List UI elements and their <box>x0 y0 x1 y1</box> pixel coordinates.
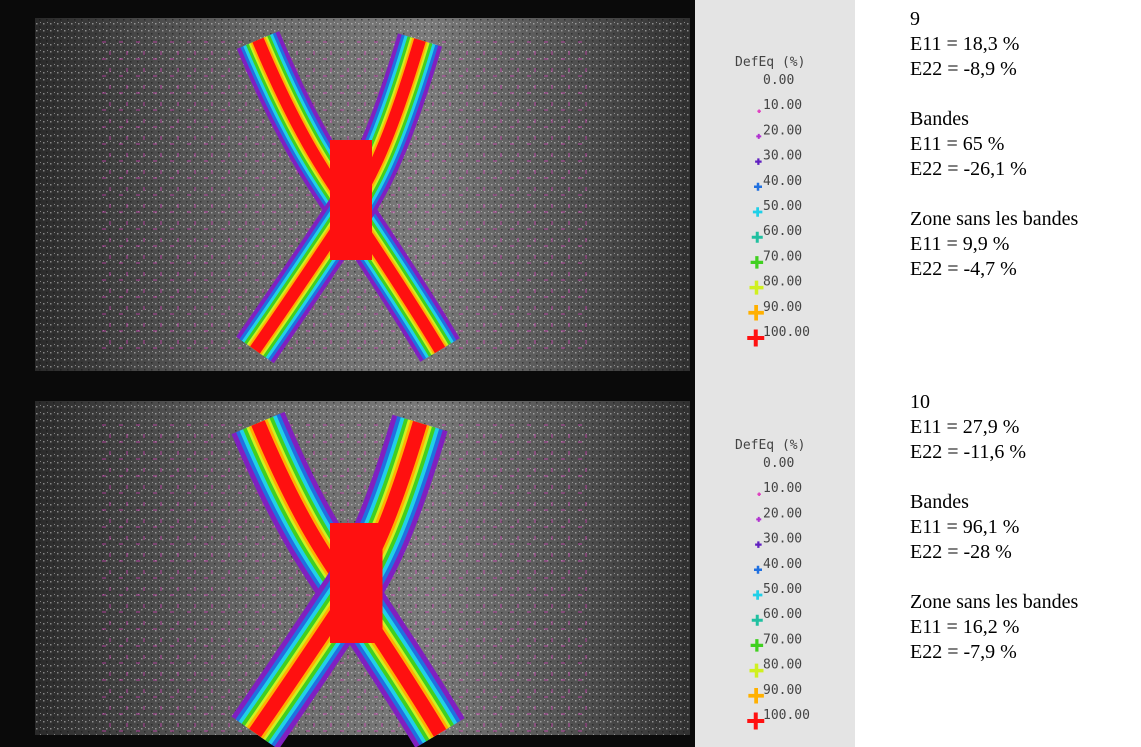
legend-label: 90.00 <box>763 683 802 698</box>
legend-label: 20.00 <box>763 506 802 521</box>
legend-marker <box>751 231 763 243</box>
legend-marker <box>756 516 762 522</box>
legend-label: 80.00 <box>763 658 802 673</box>
legend-marker <box>752 207 763 217</box>
legend-label: 40.00 <box>763 557 802 572</box>
legend-label: 70.00 <box>763 632 802 647</box>
legend-label: 60.00 <box>763 224 802 239</box>
global-strain: E11 = 27,9 % <box>910 416 1019 438</box>
legend-marker <box>754 565 762 574</box>
legend-label: 90.00 <box>763 300 802 315</box>
legend-marker <box>747 712 765 730</box>
outside-strain: E22 = -4,7 % <box>910 258 1017 280</box>
legend-marker <box>750 256 764 269</box>
legend-label: 20.00 <box>763 123 802 138</box>
legend-label: 50.00 <box>763 199 802 214</box>
legend-label: 60.00 <box>763 607 802 622</box>
section-title: Zone sans les bandes <box>910 591 1079 613</box>
legend-marker <box>755 541 762 548</box>
legend-marker <box>755 158 762 165</box>
legend-marker <box>757 109 761 113</box>
legend-label: 0.00 <box>763 73 794 88</box>
legend-label: 30.00 <box>763 532 802 547</box>
global-strain: E11 = 18,3 % <box>910 33 1019 55</box>
global-strain: E22 = -11,6 % <box>910 441 1026 463</box>
legend-label: 0.00 <box>763 456 794 471</box>
legend-marker <box>749 280 764 295</box>
strain-core <box>330 523 383 643</box>
panel: DefEq (%) 0.00 10.00 20.00 30.00 40.00 50.00 60… <box>0 383 1079 747</box>
panel: DefEq (%) 0.00 10.00 20.00 30.00 40.00 50.00 60… <box>0 0 1079 383</box>
section-title: Bandes <box>910 108 969 130</box>
stage-number: 10 <box>910 391 930 413</box>
legend-label: 40.00 <box>763 174 802 189</box>
legend-marker <box>752 590 763 600</box>
band-strain: E22 = -28 % <box>910 541 1012 563</box>
legend-marker <box>754 182 762 191</box>
legend-marker <box>748 305 764 321</box>
legend-label: 100.00 <box>763 325 810 340</box>
band-strain: E22 = -26,1 % <box>910 158 1027 180</box>
legend-title: DefEq (%) <box>735 438 805 453</box>
legend-marker <box>749 663 764 678</box>
legend-label: 100.00 <box>763 708 810 723</box>
legend-label: 10.00 <box>763 481 802 496</box>
strain-core <box>330 140 372 260</box>
legend-label: 30.00 <box>763 149 802 164</box>
legend-label: 50.00 <box>763 582 802 597</box>
global-strain: E22 = -8,9 % <box>910 58 1017 80</box>
legend-marker <box>747 329 765 347</box>
section-title: Zone sans les bandes <box>910 208 1079 230</box>
legend-panel <box>695 383 855 747</box>
legend-marker <box>750 639 764 652</box>
legend-label: 10.00 <box>763 98 802 113</box>
legend-title: DefEq (%) <box>735 55 805 70</box>
outside-strain: E11 = 16,2 % <box>910 616 1019 638</box>
stage-number: 9 <box>910 8 920 30</box>
legend-panel <box>695 0 855 383</box>
outside-strain: E11 = 9,9 % <box>910 233 1009 255</box>
legend-label: 80.00 <box>763 275 802 290</box>
legend-marker <box>757 492 761 496</box>
band-strain: E11 = 96,1 % <box>910 516 1019 538</box>
section-title: Bandes <box>910 491 969 513</box>
outside-strain: E22 = -7,9 % <box>910 641 1017 663</box>
legend-marker <box>751 614 763 626</box>
legend-marker <box>748 688 764 704</box>
band-strain: E11 = 65 % <box>910 133 1004 155</box>
legend-label: 70.00 <box>763 249 802 264</box>
legend-marker <box>756 133 762 139</box>
